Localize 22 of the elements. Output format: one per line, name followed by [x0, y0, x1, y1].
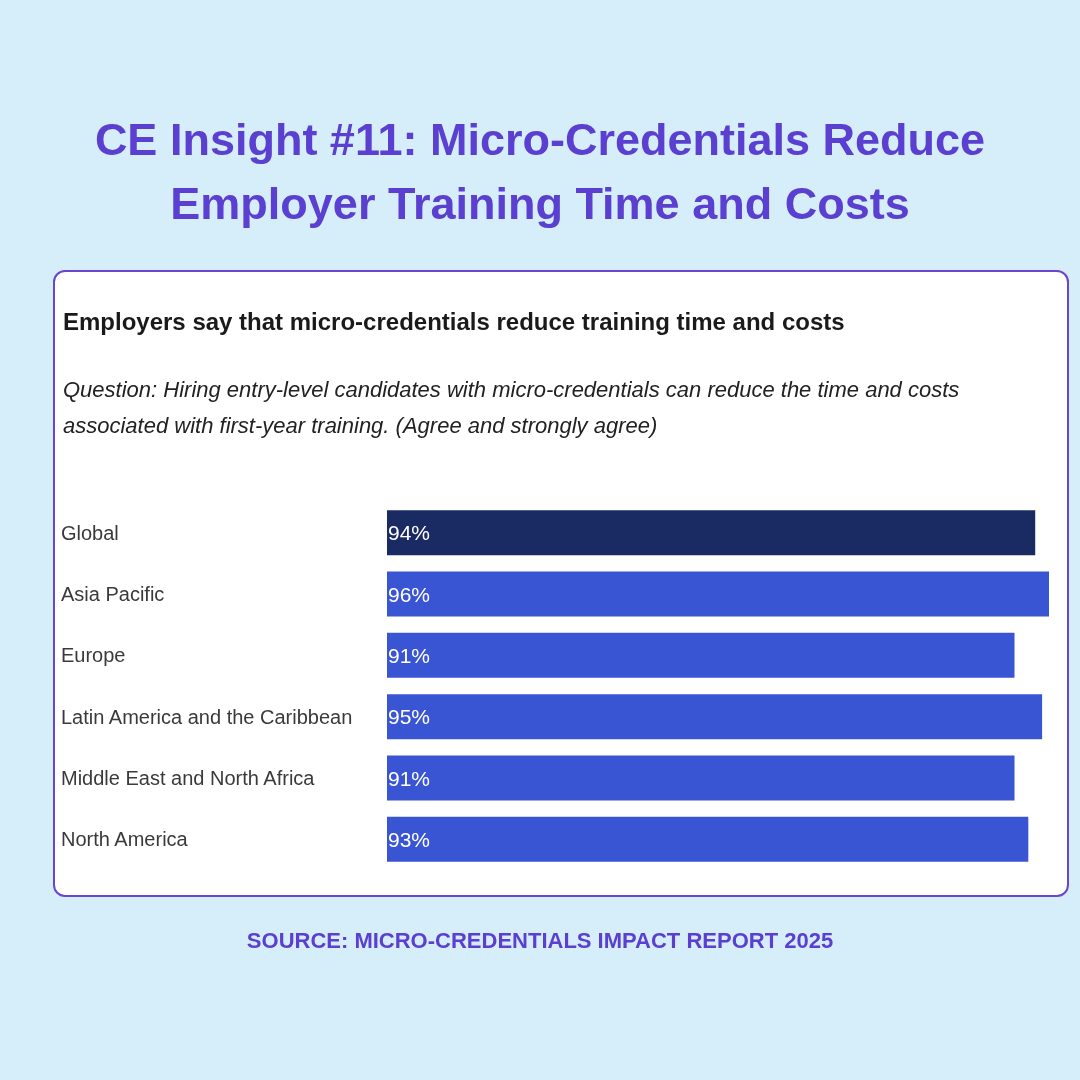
data-label: 91%: [388, 766, 431, 790]
y-tick-label: North America: [61, 828, 189, 851]
source-note: SOURCE: MICRO-CREDENTIALS IMPACT REPORT 2025: [245, 928, 835, 954]
y-tick-label: Middle East and North Africa: [61, 767, 316, 789]
y-tick-label: Latin America and the Caribbean: [61, 705, 353, 728]
y-tick-label: Europe: [61, 644, 126, 667]
data-label: 96%: [388, 582, 431, 606]
bar: [387, 571, 1049, 617]
y-tick-label: Global: [61, 521, 119, 544]
chart-subtitle: Employers say that micro-credentials reduce training time and costs: [63, 308, 845, 336]
data-label: 91%: [388, 643, 431, 667]
bar: [387, 816, 1029, 862]
data-label: 93%: [388, 827, 431, 851]
text: Question: Hiring entry-level candidates with micro-credentials can reduce the time and costs associated with first-year training. (Agree and strongly agree): [63, 376, 961, 440]
data-label: 94%: [388, 521, 431, 545]
bar: [387, 755, 1015, 801]
data-label: 95%: [388, 705, 431, 729]
bar: [387, 510, 1036, 556]
bar: [387, 632, 1015, 678]
bar: [387, 694, 1043, 740]
y-tick-label: Asia Pacific: [61, 583, 165, 605]
chart-title: CE Insight #11: Micro-Credentials Reduce Employer Training Time and Costs: [93, 113, 987, 231]
